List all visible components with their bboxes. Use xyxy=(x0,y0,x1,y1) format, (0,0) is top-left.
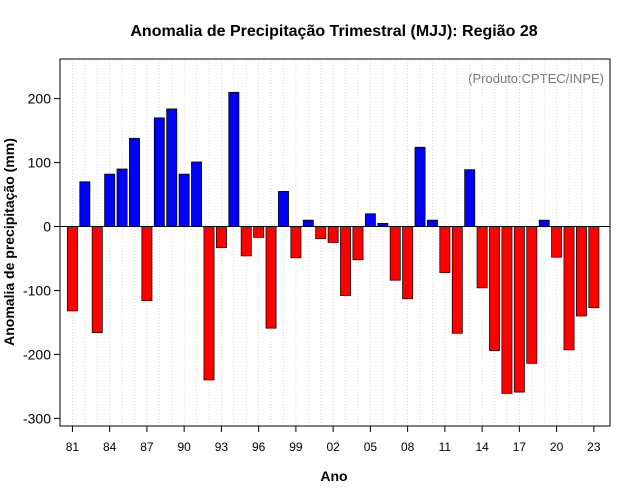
bar xyxy=(79,181,91,227)
bar xyxy=(315,226,327,240)
bar xyxy=(576,226,587,317)
bar xyxy=(476,226,488,289)
y-axis-label: Anomalia de precipitação (mm) xyxy=(1,138,17,346)
x-tick-label: 99 xyxy=(289,440,303,454)
y-tick-label: -100 xyxy=(23,282,51,298)
chart-credit: (Produto:CPTEC/INPE) xyxy=(468,71,604,86)
chart-title: Anomalia de Precipitação Trimestral (MJJ… xyxy=(130,23,537,40)
x-tick-label: 23 xyxy=(587,440,601,454)
bar xyxy=(464,169,476,227)
x-tick-label: 02 xyxy=(326,440,340,454)
x-tick-label: 96 xyxy=(252,440,266,454)
bar xyxy=(278,191,289,227)
bar xyxy=(389,226,401,281)
x-axis-label: Ano xyxy=(320,468,347,484)
bar xyxy=(513,226,525,393)
y-tick-label: -300 xyxy=(23,410,51,426)
bar xyxy=(240,226,252,257)
bar xyxy=(191,161,203,227)
bar xyxy=(538,219,550,227)
bar xyxy=(588,226,600,309)
bar xyxy=(451,226,463,334)
bar xyxy=(215,226,227,248)
y-tick-label: -200 xyxy=(23,346,51,362)
plot-frame xyxy=(59,58,611,427)
bar xyxy=(427,219,438,227)
bar xyxy=(129,137,140,227)
x-tick-label: 84 xyxy=(103,440,117,454)
x-tick-label: 17 xyxy=(513,440,527,454)
x-tick-label: 90 xyxy=(177,440,191,454)
x-tick-label: 11 xyxy=(439,440,452,454)
bar xyxy=(228,91,240,227)
bar xyxy=(66,226,78,312)
bar xyxy=(104,173,116,227)
bar xyxy=(489,226,500,351)
bar xyxy=(91,226,103,334)
y-tick-label: 100 xyxy=(28,155,52,171)
y-tick-label: 200 xyxy=(28,91,52,107)
bar xyxy=(265,226,277,329)
bar xyxy=(302,219,314,227)
bar xyxy=(414,146,426,227)
bar xyxy=(402,226,414,300)
bar xyxy=(178,173,190,227)
bar xyxy=(290,226,302,259)
bar xyxy=(203,226,215,381)
axes: 200 100 0 -100 -200 -300 81 84 87 90 93 96 99 02 05 08 1… xyxy=(23,58,611,454)
bar xyxy=(364,213,376,227)
x-tick-label: 81 xyxy=(66,440,80,454)
x-tick-label: 05 xyxy=(364,440,378,454)
bar xyxy=(501,226,513,394)
x-tick-label: 08 xyxy=(401,440,415,454)
bar xyxy=(340,226,351,296)
bars xyxy=(66,91,600,394)
bar xyxy=(526,226,538,364)
bar xyxy=(563,226,575,351)
bar xyxy=(253,226,265,238)
x-tick-label: 20 xyxy=(550,440,564,454)
bar xyxy=(116,168,128,227)
bar xyxy=(551,226,563,258)
bar xyxy=(439,226,451,273)
x-tick-label: 14 xyxy=(475,440,489,454)
bar xyxy=(327,226,339,243)
bar xyxy=(166,108,178,227)
y-tick-label: 0 xyxy=(43,219,51,235)
bar xyxy=(153,117,165,227)
bar xyxy=(352,226,364,261)
x-tick-label: 87 xyxy=(140,440,154,454)
x-tick-label: 93 xyxy=(215,440,229,454)
bar xyxy=(141,226,153,302)
